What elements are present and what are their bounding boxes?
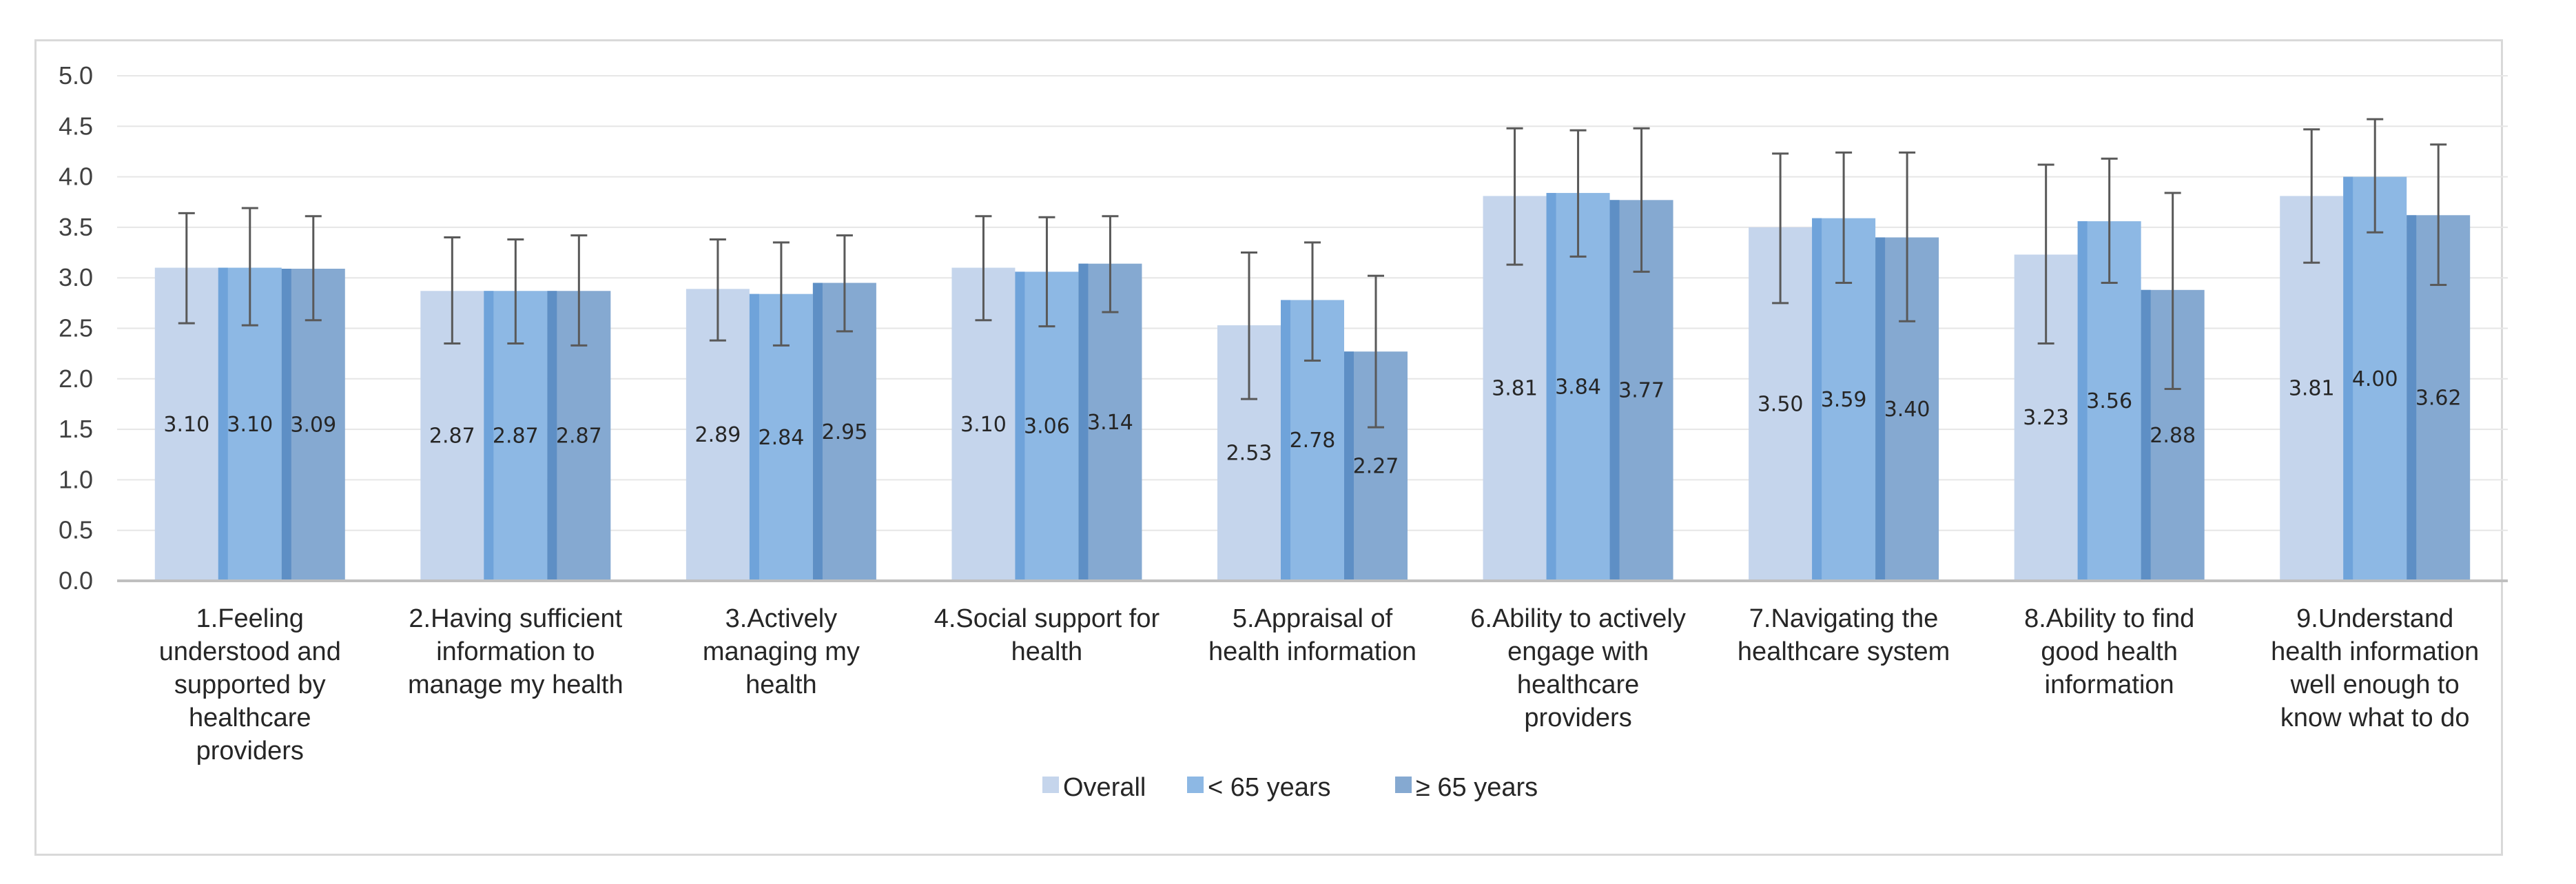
bar-divider — [749, 294, 759, 581]
data-label: 2.88 — [2150, 424, 2196, 448]
data-label: 3.06 — [1024, 415, 1070, 439]
y-tick-label: 1.5 — [59, 415, 93, 443]
bar-divider — [2407, 215, 2417, 582]
x-tick-label: understood and — [159, 637, 341, 666]
x-tick-label: providers — [1524, 703, 1631, 732]
data-label: 3.77 — [1618, 379, 1665, 403]
x-tick-label: 7.Navigating the — [1749, 604, 1939, 633]
data-label: 2.87 — [429, 424, 475, 449]
bar-divider — [1344, 351, 1354, 581]
data-label: 3.23 — [2023, 406, 2069, 430]
y-tick-label: 0.0 — [59, 566, 93, 595]
bar — [812, 282, 876, 581]
bar-divider — [2141, 289, 2151, 581]
x-tick-label: manage my health — [408, 670, 624, 699]
x-tick-label: well enough to — [2290, 670, 2460, 699]
data-label: 3.09 — [290, 413, 336, 438]
x-tick-label: 1.Feeling — [196, 604, 304, 633]
bar — [2343, 176, 2407, 582]
data-label: 3.10 — [163, 413, 209, 437]
x-tick-label: supported by — [174, 670, 326, 699]
x-tick-label: 3.Actively — [725, 604, 838, 633]
data-label: 3.14 — [1087, 411, 1133, 435]
x-tick-label: 2.Having sufficient — [409, 604, 622, 633]
legend-swatch — [1395, 777, 1412, 793]
data-label: 3.10 — [960, 413, 1007, 437]
y-tick-label: 3.5 — [59, 213, 93, 241]
data-label: 3.59 — [1821, 388, 1867, 412]
bar-divider — [547, 291, 557, 581]
bar-divider — [812, 282, 823, 581]
y-tick-label: 2.0 — [59, 364, 93, 393]
bar-divider — [281, 269, 291, 581]
data-label: 2.27 — [1353, 455, 1399, 479]
bar-divider — [1812, 218, 1822, 581]
x-tick-label: 4.Social support for — [934, 604, 1160, 633]
bar — [1078, 263, 1142, 581]
data-label: 2.95 — [821, 420, 867, 444]
bar-divider — [1281, 300, 1290, 581]
x-tick-label: healthcare — [189, 703, 311, 732]
data-label: 2.53 — [1226, 442, 1272, 466]
x-tick-label: health information — [2271, 637, 2479, 666]
x-tick-label: managing my — [703, 637, 860, 666]
bar-divider — [1078, 263, 1089, 581]
y-tick-label: 5.0 — [59, 61, 93, 90]
data-label: 3.81 — [2289, 377, 2335, 401]
x-tick-label: information — [2045, 670, 2174, 699]
legend-label: Overall — [1063, 773, 1146, 802]
bar-divider — [1609, 200, 1620, 581]
legend-swatch — [1042, 777, 1059, 793]
x-tick-label: know what to do — [2280, 703, 2470, 732]
data-label: 4.00 — [2352, 367, 2398, 391]
x-tick-label: health information — [1208, 637, 1416, 666]
x-tick-label: 5.Appraisal of — [1233, 604, 1393, 633]
data-label: 3.50 — [1758, 392, 1804, 416]
bar-divider — [484, 291, 494, 581]
data-label: 3.56 — [2086, 389, 2132, 413]
data-label: 3.81 — [1492, 377, 1538, 401]
data-label: 3.62 — [2415, 387, 2462, 411]
x-tick-label: healthcare system — [1738, 637, 1950, 666]
x-tick-label: health — [1011, 637, 1083, 666]
bar-divider — [1546, 193, 1556, 581]
x-tick-label: health — [745, 670, 817, 699]
x-tick-label: 9.Understand — [2296, 604, 2453, 633]
x-tick-label: providers — [196, 737, 304, 765]
y-tick-label: 4.5 — [59, 112, 93, 140]
legend-swatch — [1187, 777, 1204, 793]
bar-divider — [218, 267, 228, 581]
x-tick-label: 8.Ability to find — [2024, 604, 2194, 633]
bar-divider — [1875, 237, 1886, 581]
data-label: 2.87 — [493, 424, 539, 449]
data-label: 3.84 — [1555, 376, 1601, 400]
data-label: 2.78 — [1290, 429, 1336, 453]
data-label: 3.40 — [1884, 398, 1930, 422]
data-label: 2.87 — [556, 424, 602, 449]
x-tick-label: healthcare — [1517, 670, 1639, 699]
legend-label: ≥ 65 years — [1416, 773, 1538, 802]
data-label: 3.10 — [227, 413, 273, 437]
bar-divider — [2077, 221, 2088, 581]
y-tick-label: 0.5 — [59, 516, 93, 544]
y-tick-label: 3.0 — [59, 263, 93, 291]
data-label: 2.89 — [694, 423, 741, 447]
y-tick-label: 4.0 — [59, 163, 93, 191]
legend-label: < 65 years — [1208, 773, 1331, 802]
bar-divider — [1015, 271, 1025, 581]
y-tick-label: 1.0 — [59, 465, 93, 493]
x-tick-label: engage with — [1507, 637, 1649, 666]
bar-divider — [2343, 176, 2353, 582]
x-tick-label: information to — [436, 637, 595, 666]
x-tick-label: 6.Ability to actively — [1470, 604, 1686, 633]
data-label: 2.84 — [758, 426, 804, 450]
x-tick-label: good health — [2041, 637, 2178, 666]
y-tick-label: 2.5 — [59, 314, 93, 342]
